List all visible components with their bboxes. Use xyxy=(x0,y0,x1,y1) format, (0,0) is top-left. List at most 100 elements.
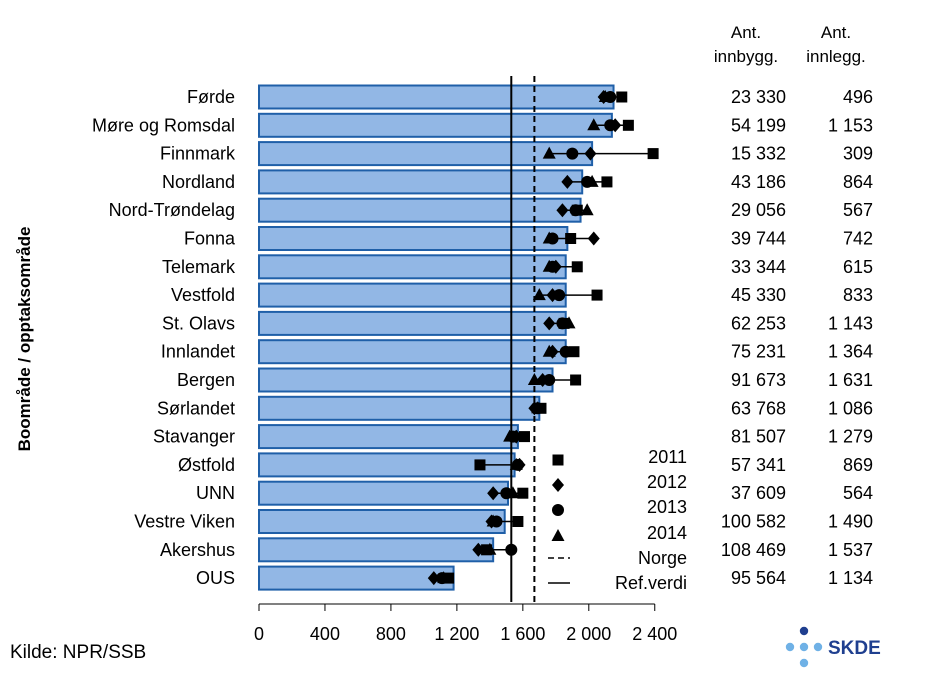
category-label: Østfold xyxy=(178,455,235,475)
data-table: 23 330 496 54 199 1 153 15 332 309 43 186 864 29… xyxy=(714,23,873,588)
bar xyxy=(258,424,519,450)
logo-dot-icon xyxy=(799,626,809,636)
marker-2014 xyxy=(580,203,594,216)
innleggelser-value: 1 364 xyxy=(828,342,873,362)
innbyggere-value: 45 330 xyxy=(731,285,786,305)
category-label: Stavanger xyxy=(153,427,235,447)
innleggelser-value: 1 134 xyxy=(828,568,873,588)
innbyggere-value: 108 469 xyxy=(721,540,786,560)
legend: 2011 2012 2013 2014 Norge Ref.verdi xyxy=(548,447,687,593)
logo-dot-icon xyxy=(799,658,809,668)
marker-2011 xyxy=(601,176,613,188)
category-label: Fonna xyxy=(184,229,236,249)
legend-label: Norge xyxy=(638,548,687,568)
x-tick-label: 0 xyxy=(254,624,264,644)
innbyggere-value: 75 231 xyxy=(731,342,786,362)
x-tick-label: 2 400 xyxy=(632,624,677,644)
marker-2011 xyxy=(570,374,582,386)
marker-2012 xyxy=(487,486,500,501)
innleggelser-value: 564 xyxy=(843,483,873,503)
innbyggere-value: 15 332 xyxy=(731,144,786,164)
bar xyxy=(258,565,455,591)
bar xyxy=(258,141,594,167)
category-label: Bergen xyxy=(177,370,235,390)
marker-2014 xyxy=(542,146,556,159)
innleggelser-value: 869 xyxy=(843,455,873,475)
marker-2011 xyxy=(443,572,455,584)
bar xyxy=(258,282,567,308)
innbyggere-value: 95 564 xyxy=(731,568,786,588)
marker-2014 xyxy=(542,231,556,244)
marker-2012 xyxy=(427,571,440,586)
innbyggere-value: 57 341 xyxy=(731,455,786,475)
bar xyxy=(258,310,567,336)
marker-2013 xyxy=(505,543,518,556)
marker-2011 xyxy=(591,289,603,301)
bar xyxy=(258,112,613,138)
marker-2014 xyxy=(527,373,541,385)
bar xyxy=(258,339,567,365)
legend-label: 2013 xyxy=(647,497,687,517)
innleggelser-value: 615 xyxy=(843,257,873,277)
marker-2014 xyxy=(587,118,601,131)
marker-2014 xyxy=(509,457,523,470)
marker-2013 xyxy=(566,147,579,160)
marker-2012 xyxy=(543,316,556,331)
legend-2014-symbol xyxy=(551,529,565,541)
category-label: Nordland xyxy=(162,172,235,192)
category-labels: Førde Møre og Romsdal Finnmark Nordland Nord… xyxy=(92,87,236,588)
marker-2011 xyxy=(512,516,524,527)
marker-2014 xyxy=(531,401,545,414)
innbyggere-value: 100 582 xyxy=(721,512,786,532)
category-label: Akershus xyxy=(160,540,235,560)
marker-2014 xyxy=(532,288,546,301)
marker-2013 xyxy=(553,289,566,302)
category-label: OUS xyxy=(196,568,235,588)
innleggelser-value: 864 xyxy=(843,172,873,192)
marker-2014 xyxy=(562,316,576,329)
x-tick-label: 1 200 xyxy=(434,624,479,644)
marker-2014 xyxy=(483,542,497,555)
bar xyxy=(258,395,541,421)
category-label: Nord-Trøndelag xyxy=(109,200,235,220)
innbyggere-value: 63 768 xyxy=(731,398,786,418)
legend-2013-symbol xyxy=(552,504,564,516)
table-header-innbygg: innbygg. xyxy=(714,47,778,66)
x-tick-label: 400 xyxy=(310,624,340,644)
marker-2011 xyxy=(647,148,659,160)
category-label: Vestfold xyxy=(171,285,235,305)
innbyggere-value: 39 744 xyxy=(731,229,786,249)
marker-2011 xyxy=(568,346,580,358)
innbyggere-value: 23 330 xyxy=(731,87,786,107)
category-label: Finnmark xyxy=(160,144,236,164)
marker-2011 xyxy=(622,119,634,131)
y-axis-label: Boområde / opptaksområde xyxy=(15,227,34,452)
innleggelser-value: 1 153 xyxy=(828,115,873,135)
marker-2014 xyxy=(506,486,520,499)
marker-2011 xyxy=(616,91,628,103)
legend-label: 2012 xyxy=(647,472,687,492)
marker-2014 xyxy=(542,259,556,272)
category-label: Sørlandet xyxy=(157,398,235,418)
innbyggere-value: 54 199 xyxy=(731,115,786,135)
marker-2012 xyxy=(587,231,600,246)
innbyggere-value: 37 609 xyxy=(731,483,786,503)
bar xyxy=(258,367,554,393)
bar xyxy=(258,226,569,251)
marker-2014 xyxy=(542,344,556,357)
innbyggere-value: 62 253 xyxy=(731,313,786,333)
table-header-innlegg: Ant. xyxy=(821,23,851,42)
x-axis: 0 400 800 1 200 1 600 2 000 2 400 xyxy=(254,603,677,644)
bar xyxy=(258,197,582,223)
category-label: Innlandet xyxy=(161,342,235,362)
legend-2011-symbol xyxy=(552,454,564,466)
bar xyxy=(258,509,506,534)
bar xyxy=(258,254,567,280)
innleggelser-value: 1 086 xyxy=(828,398,873,418)
innleggelser-value: 742 xyxy=(843,229,873,249)
logo-dot-icon xyxy=(813,642,823,652)
marker-2011 xyxy=(518,431,530,443)
innbyggere-value: 29 056 xyxy=(731,200,786,220)
category-label: Førde xyxy=(187,87,235,107)
